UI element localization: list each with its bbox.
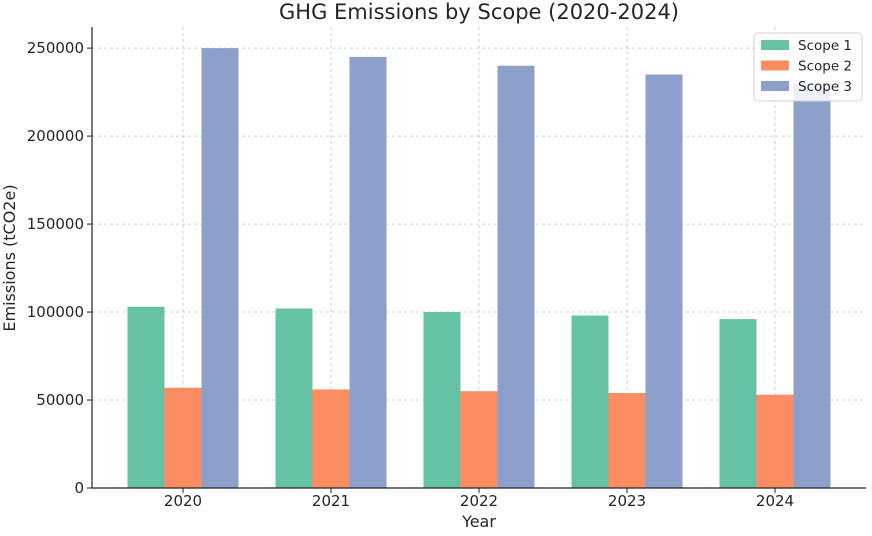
bar-scope-2-2023: [608, 392, 646, 488]
x-tick-label: 2022: [460, 492, 498, 510]
legend-swatch: [761, 40, 789, 50]
bar-scope-3-2024: [793, 83, 831, 488]
y-axis-label: Emissions (tCO2e): [0, 184, 19, 331]
y-tick-label: 50000: [36, 391, 84, 409]
bar-scope-2-2020: [164, 387, 202, 488]
bar-scope-3-2021: [349, 56, 387, 489]
bar-scope-1-2020: [127, 306, 165, 488]
x-tick-label: 2024: [756, 492, 794, 510]
bar-scope-3-2022: [497, 65, 535, 488]
tick-labels: 0 50000 100000 150000 200000 250000 2020 2021 20…: [27, 39, 794, 510]
chart-title: GHG Emissions by Scope (2020-2024): [279, 0, 679, 24]
bar-scope-3-2023: [645, 74, 683, 489]
legend-swatch: [761, 60, 789, 71]
bar-scope-1-2022: [423, 312, 461, 488]
legend-swatch: [761, 81, 789, 91]
y-tick-label: 0: [74, 479, 84, 497]
y-tick-label: 100000: [27, 303, 84, 321]
bar-scope-2-2021: [312, 389, 350, 488]
y-tick-label: 250000: [27, 39, 84, 57]
x-tick-label: 2020: [164, 492, 202, 510]
bar-scope-1-2024: [719, 319, 757, 488]
x-axis-label: Year: [461, 512, 496, 531]
legend: Scope 1 Scope 2 Scope 3: [753, 32, 863, 102]
bars: [127, 48, 831, 489]
legend-label: Scope 3: [798, 79, 852, 95]
bar-scope-2-2024: [756, 394, 794, 488]
x-tick-label: 2023: [608, 492, 646, 510]
bar-scope-2-2022: [460, 391, 498, 488]
bar-scope-1-2023: [571, 315, 609, 488]
y-tick-label: 200000: [27, 127, 84, 145]
legend-label: Scope 2: [798, 59, 852, 75]
legend-label: Scope 1: [798, 38, 852, 54]
x-tick-label: 2021: [312, 492, 350, 510]
bar-scope-1-2021: [275, 308, 313, 488]
bar-scope-3-2020: [201, 48, 239, 488]
y-tick-label: 150000: [27, 215, 84, 233]
